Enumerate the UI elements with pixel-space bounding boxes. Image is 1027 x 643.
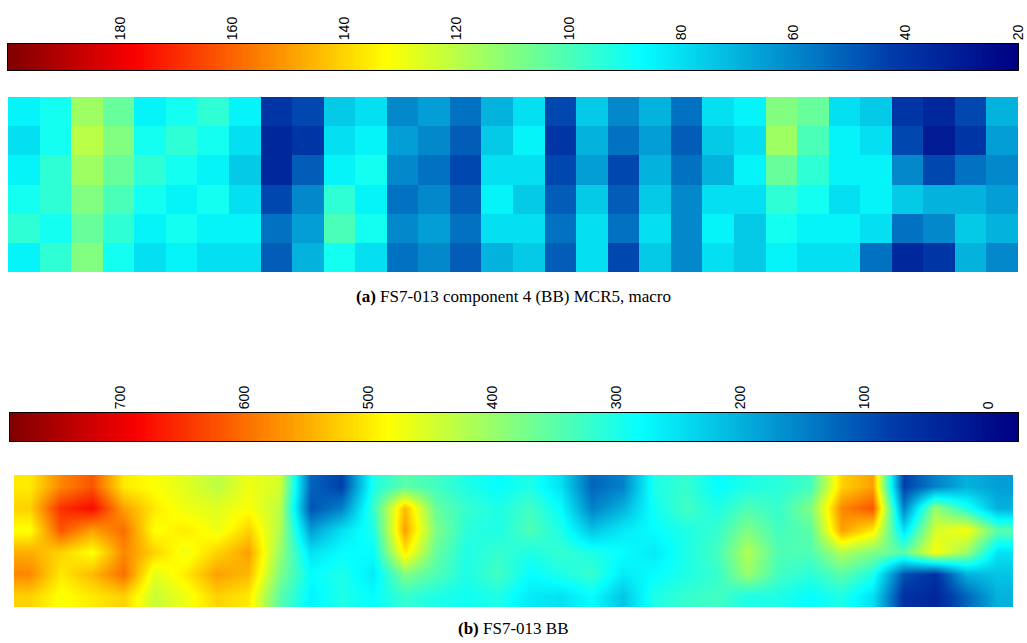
svg-text:400: 400 — [484, 386, 500, 410]
svg-text:500: 500 — [360, 386, 376, 410]
svg-text:140: 140 — [336, 17, 352, 41]
svg-text:(a) FS7-013 component 4 (BB) M: (a) FS7-013 component 4 (BB) MCR5, macro — [356, 287, 671, 306]
svg-text:(b) FS7-013 BB: (b) FS7-013 BB — [458, 619, 569, 638]
svg-text:100: 100 — [856, 386, 872, 410]
svg-text:20: 20 — [1010, 24, 1026, 40]
svg-text:100: 100 — [561, 17, 577, 41]
svg-text:180: 180 — [112, 17, 128, 41]
svg-text:120: 120 — [448, 17, 464, 41]
svg-text:60: 60 — [785, 24, 801, 40]
svg-text:0: 0 — [980, 401, 996, 409]
svg-text:600: 600 — [236, 386, 252, 410]
svg-text:300: 300 — [608, 386, 624, 410]
svg-text:200: 200 — [732, 386, 748, 410]
svg-text:80: 80 — [673, 24, 689, 40]
svg-text:160: 160 — [224, 17, 240, 41]
svg-text:700: 700 — [112, 386, 128, 410]
svg-text:40: 40 — [897, 24, 913, 40]
